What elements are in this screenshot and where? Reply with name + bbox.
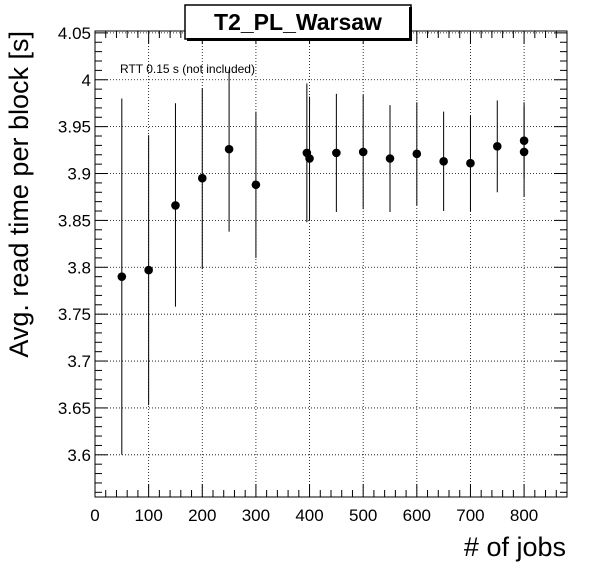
y-tick-label: 3.65 — [58, 399, 91, 418]
data-point — [358, 147, 368, 157]
y-tick-label: 3.95 — [58, 118, 91, 137]
x-tick-labels: 0 100 200 300 400 500 600 700 800 — [90, 506, 538, 525]
x-tick-label: 0 — [90, 506, 99, 525]
y-axis-label: Avg. read time per block [s] — [4, 31, 34, 358]
y-tick-label: 3.8 — [67, 258, 91, 277]
grid — [95, 31, 567, 497]
annotation-text: RTT 0.15 s (not included) — [120, 62, 255, 76]
data-point — [519, 136, 529, 146]
y-tick-label: 3.7 — [67, 352, 91, 371]
data-point — [385, 154, 395, 163]
x-tick-label: 600 — [403, 506, 431, 525]
data-point — [305, 154, 314, 163]
x-tick-label: 100 — [134, 506, 162, 525]
data-point — [117, 272, 127, 281]
data-point — [412, 149, 422, 159]
data-point — [439, 157, 448, 166]
data-point — [224, 144, 234, 154]
y-tick-label: 4.05 — [58, 24, 91, 43]
title-box-shadow — [409, 7, 412, 40]
data-point — [519, 147, 529, 157]
x-axis-label: # of jobs — [464, 532, 566, 562]
y-tick-labels: 3.6 3.65 3.7 3.75 3.8 3.85 3.9 3.95 4 4.05 — [58, 24, 91, 465]
x-tick-label: 700 — [456, 506, 484, 525]
data-point — [171, 201, 180, 210]
x-tick-label: 300 — [242, 506, 270, 525]
data-points — [117, 136, 529, 281]
title-box — [184, 4, 412, 40]
data-point — [492, 142, 502, 151]
x-tick-label: 200 — [188, 506, 216, 525]
title-box-shadow-bottom — [187, 38, 412, 41]
chart-title: T2_PL_Warsaw — [214, 9, 382, 35]
data-point — [144, 265, 153, 275]
data-point — [466, 158, 475, 168]
data-point — [332, 148, 341, 158]
data-point — [197, 173, 207, 183]
y-tick-label: 3.85 — [58, 211, 91, 230]
x-tick-label: 400 — [295, 506, 323, 525]
y-tick-label: 3.75 — [58, 305, 91, 324]
data-point — [251, 180, 261, 190]
y-tick-label: 3.6 — [67, 446, 91, 465]
x-tick-label: 500 — [349, 506, 377, 525]
y-tick-label: 3.9 — [67, 165, 91, 184]
y-tick-label: 4 — [82, 71, 91, 90]
x-tick-label: 800 — [510, 506, 538, 525]
